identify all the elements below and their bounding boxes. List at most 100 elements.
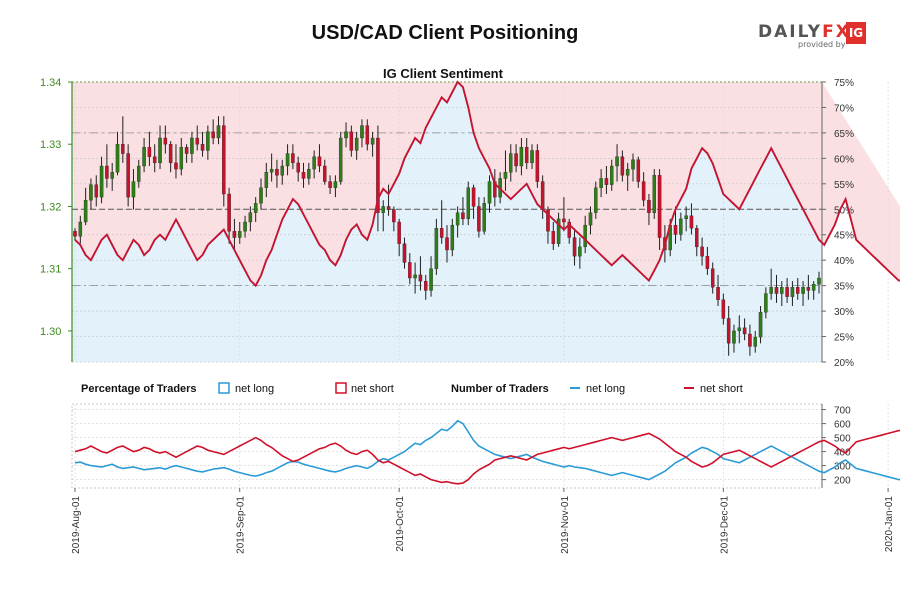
candle-body bbox=[572, 237, 577, 257]
candle-body bbox=[817, 277, 821, 285]
candle-body bbox=[243, 221, 247, 232]
legend-pct-label: Percentage of Traders bbox=[81, 383, 197, 395]
candle-body bbox=[248, 212, 253, 223]
candle-body bbox=[142, 147, 146, 167]
candle-body bbox=[158, 137, 162, 164]
candle-body bbox=[232, 231, 237, 238]
net-short-pct-line bbox=[74, 80, 900, 288]
candle-body bbox=[99, 165, 104, 198]
candle-body bbox=[811, 284, 816, 291]
candle-body bbox=[583, 224, 587, 248]
chart-title: USD/CAD Client Positioning bbox=[311, 22, 579, 44]
candle-body bbox=[338, 137, 343, 182]
candle-body bbox=[657, 175, 662, 238]
candle-body bbox=[222, 125, 226, 195]
candle-body bbox=[211, 131, 215, 139]
candle-body bbox=[179, 147, 184, 170]
candle-body bbox=[540, 181, 545, 210]
dailyfx-logo: DAILYFX provided by IG bbox=[758, 22, 866, 49]
candle-body bbox=[126, 153, 130, 198]
candle-body bbox=[408, 262, 412, 279]
candle-body bbox=[732, 330, 736, 344]
candle-body bbox=[503, 172, 508, 179]
candle-body bbox=[636, 159, 641, 182]
candle-body bbox=[190, 137, 194, 154]
candle-body bbox=[344, 131, 348, 139]
candle-body bbox=[748, 333, 752, 347]
right-tick-label: 45% bbox=[834, 231, 854, 242]
candle-body bbox=[795, 287, 800, 294]
right-tick-label: 40% bbox=[834, 256, 854, 267]
candle-body bbox=[78, 221, 83, 237]
candle-body bbox=[742, 327, 747, 335]
candle-body bbox=[780, 287, 784, 294]
candle-body bbox=[471, 187, 476, 207]
candle-body bbox=[620, 156, 625, 176]
lower-tick-label: 200 bbox=[834, 476, 851, 487]
candle-body bbox=[381, 206, 385, 213]
candle-body bbox=[216, 125, 221, 139]
candle-body bbox=[392, 209, 396, 223]
candle-body bbox=[753, 336, 757, 347]
candle-body bbox=[710, 268, 715, 288]
candle-body bbox=[280, 165, 285, 176]
candle-body bbox=[333, 181, 338, 188]
legend-num-long: net long bbox=[586, 383, 625, 395]
candle-body bbox=[737, 327, 742, 332]
candle-body bbox=[700, 246, 704, 257]
candle-body bbox=[509, 153, 513, 173]
right-tick-label: 20% bbox=[834, 358, 854, 369]
lower-plot-frame bbox=[71, 403, 823, 489]
candle-body bbox=[546, 209, 550, 232]
x-date-label: 2020-Jan-01 bbox=[884, 496, 895, 553]
candle-body bbox=[397, 221, 401, 244]
candle-body bbox=[365, 125, 370, 145]
candle-body bbox=[535, 150, 540, 182]
candle-body bbox=[514, 153, 518, 167]
candle-body bbox=[705, 256, 710, 269]
candle-body bbox=[625, 168, 630, 176]
candle-body bbox=[121, 144, 125, 154]
candle-body bbox=[679, 218, 683, 235]
candle-body bbox=[429, 268, 433, 291]
candle-body bbox=[137, 165, 141, 182]
candle-body bbox=[439, 228, 444, 238]
lower-tick-label: 700 bbox=[834, 406, 851, 417]
candle-body bbox=[131, 181, 136, 198]
left-tick-label: 1.31 bbox=[40, 264, 61, 276]
candle-body bbox=[296, 162, 300, 173]
x-date-label: 2019-Aug-01 bbox=[71, 496, 82, 554]
lower-tick-label: 400 bbox=[834, 448, 851, 459]
x-date-label: 2019-Oct-01 bbox=[395, 496, 406, 552]
candle-body bbox=[163, 137, 168, 145]
candle-body bbox=[301, 172, 306, 179]
candle-body bbox=[291, 153, 295, 164]
candle-body bbox=[609, 165, 614, 185]
candle-body bbox=[599, 178, 603, 188]
candle-body bbox=[423, 280, 428, 291]
left-tick-label: 1.32 bbox=[40, 201, 61, 213]
candle-body bbox=[200, 144, 205, 151]
candle-body bbox=[684, 215, 688, 220]
candle-body bbox=[641, 181, 646, 201]
candle-body bbox=[482, 203, 486, 232]
candle-body bbox=[726, 318, 731, 344]
candle-body bbox=[774, 287, 779, 294]
left-tick-label: 1.34 bbox=[40, 77, 61, 89]
legend-num-short: net short bbox=[700, 383, 743, 395]
candle-body bbox=[83, 200, 88, 223]
candle-body bbox=[174, 162, 178, 170]
legend-pct-long-swatch bbox=[218, 382, 230, 394]
candle-body bbox=[317, 156, 322, 167]
candle-body bbox=[556, 218, 561, 244]
candle-body bbox=[716, 287, 720, 300]
candle-body bbox=[73, 231, 77, 237]
candle-body bbox=[264, 172, 269, 188]
candle-body bbox=[110, 172, 114, 179]
legend-pct-short-swatch bbox=[335, 382, 347, 394]
candle-body bbox=[184, 147, 189, 154]
right-tick-label: 55% bbox=[834, 180, 854, 191]
candle-body bbox=[785, 287, 789, 297]
candle-body bbox=[689, 215, 694, 229]
